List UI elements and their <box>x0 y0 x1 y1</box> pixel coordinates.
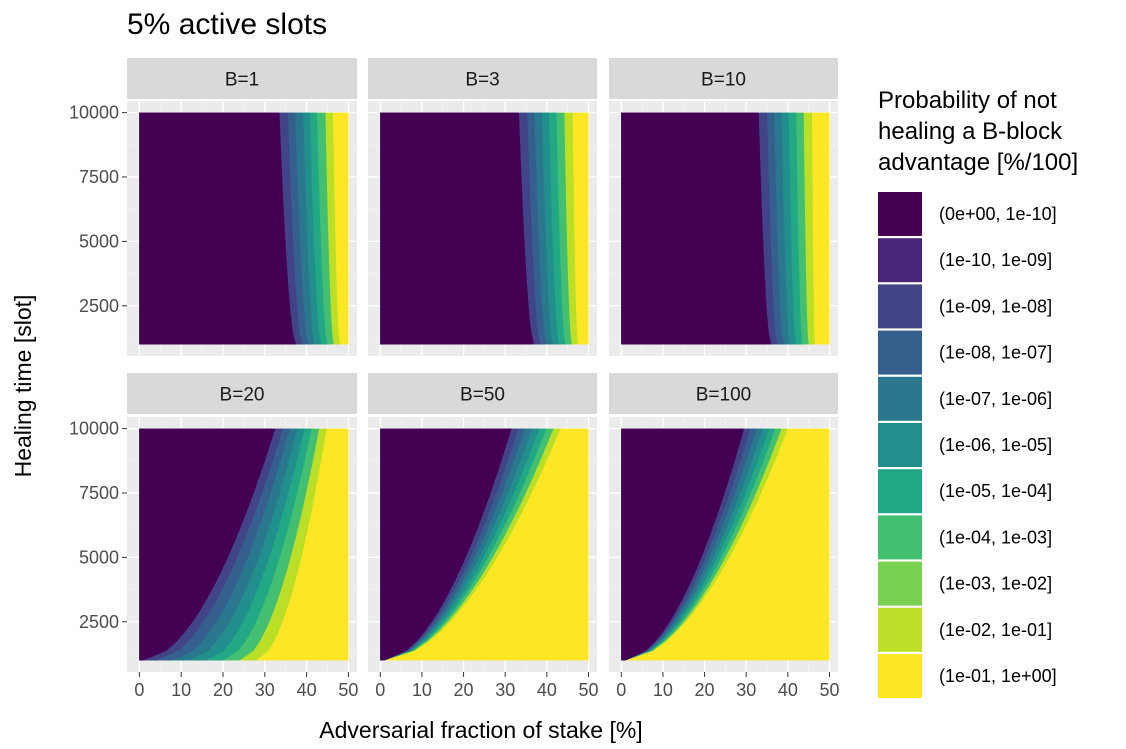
x-tick-label: 0 <box>375 680 385 700</box>
facet-strip-label: B=3 <box>465 70 499 91</box>
legend-label: (1e-10, 1e-09] <box>939 250 1052 270</box>
x-tick-label: 40 <box>778 680 798 700</box>
x-tick-label: 0 <box>134 680 144 700</box>
legend-key <box>878 423 922 467</box>
legend-key <box>878 561 922 606</box>
y-tick-label: 5000 <box>79 547 119 567</box>
facet-strip-label: B=10 <box>701 70 746 91</box>
facet-strip-label: B=1 <box>225 70 259 91</box>
y-tick-label: 2500 <box>79 612 119 632</box>
y-tick-label: 7500 <box>79 167 119 187</box>
legend: Probability of not healing a B-block advan… <box>878 87 1078 698</box>
legend-key <box>878 330 922 375</box>
facet-panel: B=20 2500 5000 7500 10000 0 10 20 30 40 50 <box>69 373 358 700</box>
heatmap-class-region <box>380 112 532 345</box>
x-tick-label: 20 <box>454 680 474 700</box>
legend-label: (1e-01, 1e+00] <box>939 666 1057 686</box>
facet-panel: B=100 0 10 20 30 40 50 <box>609 373 840 700</box>
x-tick-label: 10 <box>653 680 673 700</box>
x-tick-label: 30 <box>495 680 515 700</box>
legend-label: (1e-06, 1e-05] <box>939 435 1052 455</box>
x-tick-label: 40 <box>297 680 317 700</box>
x-tick-label: 0 <box>616 680 626 700</box>
x-tick-label: 50 <box>578 680 598 700</box>
legend-key <box>878 192 922 236</box>
legend-key <box>878 607 922 652</box>
x-tick-label: 30 <box>255 680 275 700</box>
facet-panel: B=3 <box>368 58 597 356</box>
facet-panel: B=50 0 10 20 30 40 50 <box>368 373 599 700</box>
legend-key <box>878 469 922 514</box>
heatmap-class-region <box>139 428 273 661</box>
legend-key <box>878 515 922 560</box>
chart-title: 5% active slots <box>127 8 327 41</box>
y-tick-label: 10000 <box>69 103 119 123</box>
legend-key <box>878 284 922 329</box>
x-tick-label: 30 <box>736 680 756 700</box>
facet-strip-label: B=50 <box>460 385 505 406</box>
facet-strip <box>127 373 357 414</box>
legend-title-line: healing a B-block <box>878 118 1063 145</box>
x-tick-label: 50 <box>819 680 839 700</box>
facet-strip-label: B=100 <box>696 385 751 406</box>
x-tick-label: 10 <box>171 680 191 700</box>
y-tick-label: 7500 <box>79 483 119 503</box>
facet-panel: B=10 <box>609 58 838 356</box>
legend-key <box>878 238 922 283</box>
legend-title-line: Probability of not <box>878 87 1057 114</box>
x-tick-label: 20 <box>695 680 715 700</box>
facet-strip <box>127 58 357 99</box>
facet-strip <box>368 373 597 414</box>
legend-label: (1e-09, 1e-08] <box>939 296 1052 316</box>
heatmap-class-region <box>621 428 742 661</box>
legend-label: (1e-04, 1e-03] <box>939 527 1052 547</box>
y-tick-label: 10000 <box>69 419 119 439</box>
legend-label: (1e-05, 1e-04] <box>939 481 1052 501</box>
y-axis-label: Healing time [slot] <box>10 295 36 478</box>
facet-strip <box>368 58 597 99</box>
facet-strip <box>609 58 838 99</box>
facet-panel: B=1 2500 5000 7500 10000 <box>69 58 357 356</box>
facet-strip-label: B=20 <box>220 385 265 406</box>
x-tick-label: 50 <box>338 680 358 700</box>
x-tick-label: 10 <box>412 680 432 700</box>
x-tick-label: 20 <box>213 680 233 700</box>
legend-label: (0e+00, 1e-10] <box>939 204 1057 224</box>
legend-key <box>878 376 922 421</box>
x-axis-label: Adversarial fraction of stake [%] <box>319 717 642 743</box>
legend-title-line: advantage [%/100] <box>878 149 1078 176</box>
legend-label: (1e-02, 1e-01] <box>939 620 1052 640</box>
facet-strip <box>609 373 838 414</box>
x-tick-label: 40 <box>537 680 557 700</box>
legend-label: (1e-08, 1e-07] <box>939 343 1052 363</box>
y-tick-label: 2500 <box>79 296 119 316</box>
legend-label: (1e-07, 1e-06] <box>939 389 1052 409</box>
legend-key <box>878 654 922 698</box>
heatmap-class-region <box>139 112 294 345</box>
heatmap-class-region <box>380 428 509 661</box>
legend-label: (1e-03, 1e-02] <box>939 574 1052 594</box>
y-tick-label: 5000 <box>79 231 119 251</box>
heatmap-class-region <box>621 112 769 345</box>
